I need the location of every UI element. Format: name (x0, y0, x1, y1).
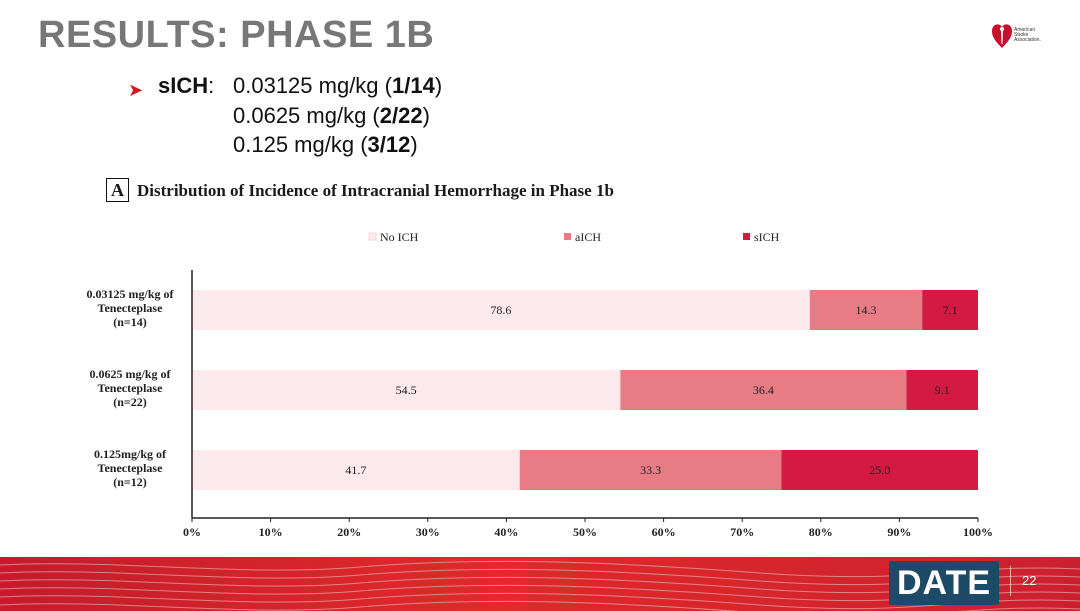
bar-segment (906, 370, 978, 410)
heart-torch-icon (992, 24, 1012, 48)
arrow-bullet-icon: ➤ (128, 80, 144, 100)
legend-label: sICH (754, 230, 780, 244)
category-label: 0.03125 mg/kg of (87, 287, 175, 301)
dose-line: 0.03125 mg/kg (1/14) (233, 73, 443, 98)
footer-separator (1010, 566, 1011, 596)
bar-segment (781, 450, 978, 490)
page-number: 22 (1022, 573, 1037, 588)
chart-legend: No ICH aICH sICH (368, 230, 780, 244)
data-label: 14.3 (855, 303, 876, 317)
chart-bars: 78.6 14.3 7.1 54.5 36.4 9.1 41.7 33.3 25.0 (192, 290, 978, 490)
x-tick-label: 80% (809, 525, 833, 539)
bar-segment (809, 290, 923, 330)
data-label: 36.4 (753, 383, 774, 397)
logo-text-line: Association. (1014, 37, 1041, 43)
category-label: 0.125mg/kg of (94, 447, 167, 461)
data-label: 33.3 (640, 463, 661, 477)
data-label: 9.1 (935, 383, 950, 397)
legend-label: No ICH (380, 230, 419, 244)
category-label: Tenecteplase (98, 461, 164, 475)
x-tick-label: 40% (494, 525, 518, 539)
data-label: 7.1 (943, 303, 958, 317)
category-label: (n=22) (113, 395, 147, 409)
bar-segment (922, 290, 978, 330)
legend-swatch (743, 233, 750, 240)
legend-swatch (368, 232, 377, 241)
bar-segment (519, 450, 782, 490)
x-tick-label: 20% (337, 525, 361, 539)
x-tick-label: 50% (573, 525, 597, 539)
y-axis-labels: 0.03125 mg/kg ofTenecteplase(n=14)0.0625… (87, 287, 175, 489)
x-tick-label: 90% (887, 525, 911, 539)
x-tick-label: 10% (259, 525, 283, 539)
bullet-term: sICH (158, 73, 209, 98)
x-tick-label: 100% (963, 525, 993, 539)
bar-segment (192, 450, 520, 490)
category-label: (n=14) (113, 315, 147, 329)
slide-title: RESULTS: PHASE 1B (38, 14, 435, 56)
legend-label: aICH (575, 230, 601, 244)
data-label: 25.0 (869, 463, 890, 477)
american-stroke-association-logo: American Stroke Association. (992, 22, 1064, 58)
bullet-colon: : (208, 73, 215, 98)
logo-text-line: American (1014, 27, 1036, 33)
bar-segment (192, 290, 810, 330)
bar-segment (192, 370, 621, 410)
data-label: 78.6 (490, 303, 511, 317)
chart-title: A Distribution of Incidence of Intracrani… (106, 178, 614, 202)
date-logo-badge: DATE (889, 561, 999, 605)
legend-swatch (564, 233, 571, 240)
data-label: 41.7 (345, 463, 366, 477)
category-label: Tenecteplase (98, 301, 164, 315)
dose-line: 0.125 mg/kg (3/12) (233, 132, 418, 157)
x-tick-label: 0% (183, 525, 201, 539)
category-label: Tenecteplase (98, 381, 164, 395)
category-label: 0.0625 mg/kg of (90, 367, 172, 381)
data-label: 54.5 (396, 383, 417, 397)
panel-label: A (106, 178, 129, 202)
logo-text-line: Stroke (1014, 32, 1029, 38)
dose-line: 0.0625 mg/kg (2/22) (233, 103, 430, 128)
chart-title-text: Distribution of Incidence of Intracrania… (137, 181, 614, 200)
x-tick-label: 30% (416, 525, 440, 539)
bar-segment (620, 370, 907, 410)
chart-axes: 0% 10% 20% 30% 40% 50% 60% 70% 80% 90% 100% (183, 270, 993, 539)
stacked-bar-chart: No ICH aICH sICH 78.6 14.3 7.1 54.5 36.4 9.1 41.… (87, 230, 994, 539)
x-tick-label: 60% (652, 525, 676, 539)
x-tick-label: 70% (730, 525, 754, 539)
category-label: (n=12) (113, 475, 147, 489)
